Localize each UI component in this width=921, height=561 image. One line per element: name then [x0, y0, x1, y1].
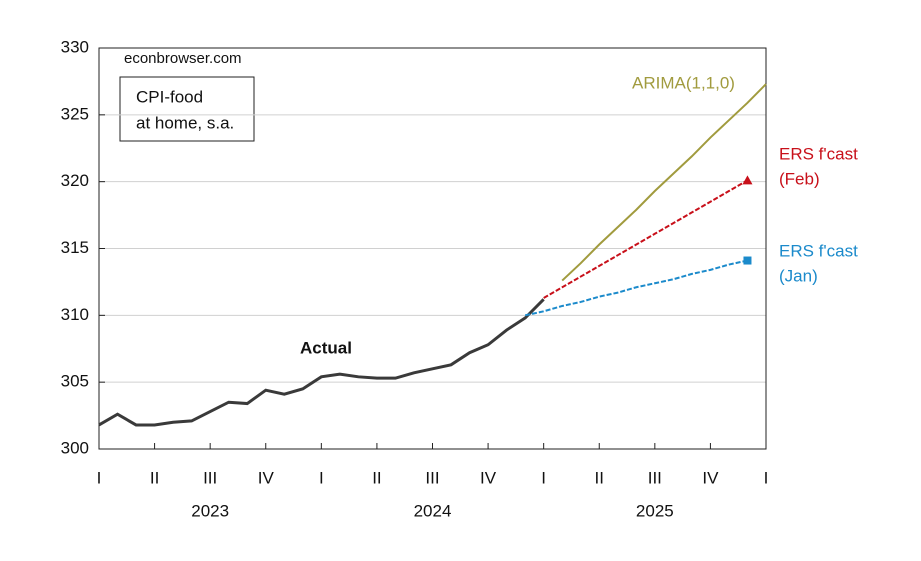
series-label: Actual: [300, 338, 352, 357]
x-tick-label: I: [319, 468, 324, 487]
box-text: at home, s.a.: [136, 113, 234, 132]
series-label: ERS f'cast: [779, 241, 858, 260]
series-label: (Feb): [779, 169, 820, 188]
x-tick-label: IV: [258, 468, 275, 487]
x-tick-label: I: [764, 468, 769, 487]
x-tick-label: IV: [480, 468, 497, 487]
series-line: [543, 179, 748, 299]
x-tick-label: I: [97, 468, 102, 487]
series-label: ARIMA(1,1,0): [632, 73, 735, 92]
x-tick-label: II: [372, 468, 381, 487]
series-label: ERS f'cast: [779, 144, 858, 163]
plot-frame: [98, 47, 767, 450]
series-line: [561, 83, 767, 282]
y-tick-label: 310: [61, 305, 89, 324]
x-tick-label: II: [595, 468, 604, 487]
year-label: 2024: [414, 501, 452, 520]
year-label: 2025: [636, 501, 674, 520]
source-label: econbrowser.com: [124, 50, 242, 67]
year-label: 2023: [191, 501, 229, 520]
x-tick-label: III: [203, 468, 217, 487]
x-tick-label: III: [648, 468, 662, 487]
y-tick-label: 320: [61, 171, 89, 190]
x-tick-label: I: [541, 468, 546, 487]
y-tick-label: 300: [61, 438, 89, 457]
series-line: [524, 259, 748, 317]
y-tick-label: 330: [61, 37, 89, 56]
annotation-box: [119, 76, 255, 142]
y-tick-label: 305: [61, 372, 89, 391]
series-line: [98, 298, 545, 427]
y-tick-label: 325: [61, 104, 89, 123]
marker: [742, 175, 753, 185]
marker: [743, 256, 752, 265]
y-tick-label: 315: [61, 238, 89, 257]
x-tick-label: II: [150, 468, 159, 487]
x-tick-label: IV: [702, 468, 719, 487]
box-text: CPI-food: [136, 87, 203, 106]
series-label: (Jan): [779, 266, 818, 285]
x-tick-label: III: [425, 468, 439, 487]
